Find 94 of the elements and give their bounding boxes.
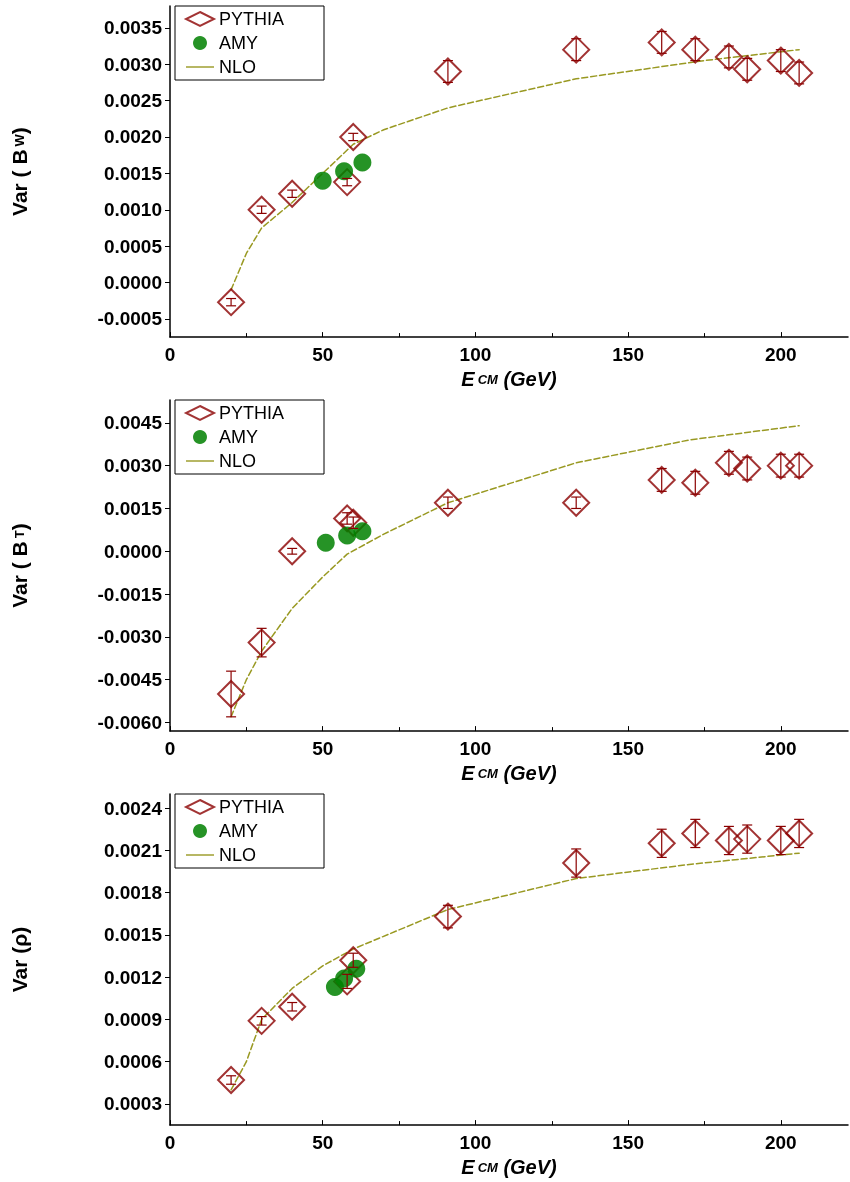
x-tick-label: 0	[164, 1132, 176, 1154]
y-tick-label: 0.0005	[103, 235, 163, 257]
point	[785, 451, 814, 480]
y-tick-label: 0.0015	[103, 162, 163, 184]
legend-label: AMY	[219, 33, 259, 53]
point	[766, 46, 795, 75]
point	[714, 448, 743, 477]
x-tick-label: 100	[459, 738, 492, 760]
x-tick-label: 0	[164, 344, 176, 366]
x-tick-label: 150	[612, 344, 644, 366]
x-tick-label: 100	[459, 344, 492, 366]
x-tick-label: 100	[459, 1132, 492, 1154]
point	[647, 829, 676, 858]
y-tick-label: 0.0020	[103, 126, 162, 148]
y-tick-label: -0.0030	[97, 626, 162, 648]
y-tick-label: 0.0012	[103, 966, 162, 988]
x-axis-title: ECM (GeV)	[461, 368, 558, 390]
y-tick-label: 0.0021	[103, 839, 163, 861]
point	[247, 195, 276, 224]
point	[562, 849, 591, 878]
x-tick-label: 50	[312, 344, 334, 366]
point	[338, 526, 357, 545]
point	[247, 628, 276, 657]
y-axis-title: Var (ρ)	[8, 926, 31, 993]
point	[339, 122, 368, 151]
point	[785, 58, 814, 87]
point	[247, 1006, 276, 1035]
point	[278, 992, 307, 1021]
point	[316, 533, 335, 552]
y-tick-label: 0.0024	[103, 797, 163, 819]
point	[714, 42, 743, 71]
point	[733, 55, 762, 84]
x-tick-label: 50	[312, 1132, 334, 1154]
point	[217, 679, 246, 708]
point	[353, 153, 372, 172]
point	[785, 819, 814, 848]
point	[562, 488, 591, 517]
y-tick-label: 0.0003	[103, 1093, 162, 1115]
y-tick-label: -0.0045	[97, 669, 163, 691]
x-tick-label: 0	[164, 738, 176, 760]
legend-label: PYTHIA	[219, 797, 285, 817]
legend-label: NLO	[219, 451, 257, 471]
x-axis-title: ECM (GeV)	[461, 1156, 558, 1178]
point	[714, 826, 743, 855]
point	[278, 179, 307, 208]
y-tick-label: -0.0015	[97, 583, 163, 605]
point	[681, 35, 710, 64]
y-axis-title: Var ( BW)	[8, 127, 31, 216]
legend-label: AMY	[219, 427, 259, 447]
point	[433, 902, 462, 931]
y-tick-label: 0.0045	[103, 412, 163, 434]
point	[562, 35, 591, 64]
y-tick-label: 0.0035	[103, 17, 163, 39]
point	[766, 826, 795, 855]
point	[433, 57, 462, 86]
legend-label: NLO	[219, 845, 257, 865]
x-tick-label: 150	[612, 1132, 644, 1154]
y-tick-label: 0.0006	[103, 1051, 162, 1073]
point	[278, 537, 307, 566]
y-tick-label: 0.0000	[103, 272, 162, 294]
point	[647, 465, 676, 494]
point	[433, 488, 462, 517]
point	[647, 28, 676, 57]
point	[681, 819, 710, 848]
y-tick-label: -0.0005	[97, 308, 163, 330]
x-tick-label: 200	[764, 344, 797, 366]
x-axis-title: ECM (GeV)	[461, 762, 558, 784]
y-tick-label: -0.0060	[97, 712, 162, 734]
y-tick-label: 0.0000	[103, 540, 162, 562]
legend-label: PYTHIA	[219, 403, 285, 423]
legend-label: AMY	[219, 821, 259, 841]
x-tick-label: 50	[312, 738, 334, 760]
y-tick-label: 0.0015	[103, 924, 163, 946]
point	[217, 1066, 246, 1095]
point	[733, 454, 762, 483]
x-tick-label: 200	[764, 1132, 797, 1154]
y-tick-label: 0.0010	[103, 199, 162, 221]
legend-label: PYTHIA	[219, 9, 285, 29]
point	[681, 468, 710, 497]
y-tick-label: 0.0030	[103, 455, 162, 477]
x-tick-label: 150	[612, 738, 644, 760]
point	[733, 825, 762, 854]
y-tick-label: 0.0030	[103, 53, 162, 75]
point	[766, 451, 795, 480]
y-tick-label: 0.0018	[103, 882, 162, 904]
point	[313, 171, 332, 190]
y-axis-title: Var ( BT)	[8, 523, 31, 608]
point	[217, 288, 246, 317]
legend-label: NLO	[219, 57, 257, 77]
y-tick-label: 0.0015	[103, 497, 163, 519]
y-tick-label: 0.0009	[103, 1008, 162, 1030]
point	[335, 162, 354, 181]
y-tick-label: 0.0025	[103, 90, 163, 112]
x-tick-label: 200	[764, 738, 797, 760]
